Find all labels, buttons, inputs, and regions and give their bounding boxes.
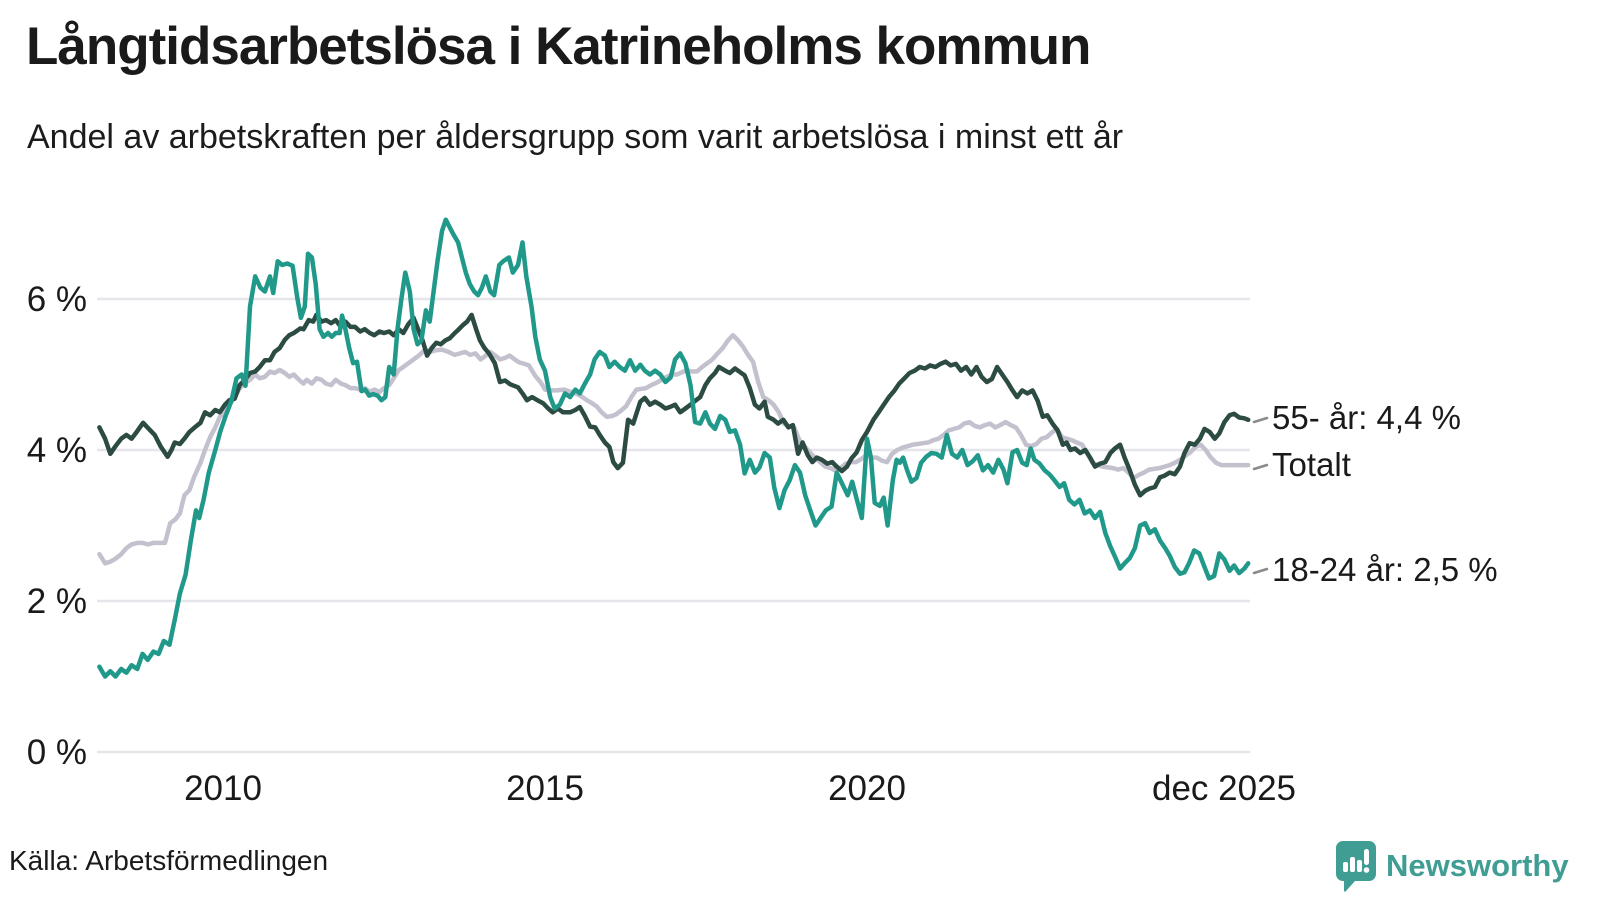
newsworthy-logo-text: Newsworthy <box>1386 848 1569 883</box>
series-end-label-totalt: Totalt <box>1272 446 1351 483</box>
newsworthy-logo: Newsworthy <box>1335 840 1569 892</box>
y-tick-label: 6 % <box>27 280 87 319</box>
x-tick-label: 2020 <box>828 769 906 808</box>
series-end-label-55: 55- år: 4,4 % <box>1272 399 1461 436</box>
source-text: Källa: Arbetsförmedlingen <box>9 845 329 876</box>
series-line-55-r <box>97 312 1251 498</box>
y-tick-label: 4 % <box>27 431 87 470</box>
x-tick-label: 2010 <box>184 769 262 808</box>
y-tick-label: 2 % <box>27 582 87 621</box>
page-title: Långtidsarbetslösa i Katrineholms kommun <box>26 17 1091 76</box>
label-connector <box>1252 567 1269 575</box>
chart-subtitle: Andel av arbetskraften per åldersgrupp s… <box>27 118 1124 156</box>
label-connector <box>1252 416 1269 424</box>
y-tick-label: 0 % <box>27 733 87 772</box>
newsworthy-logo-icon <box>1336 841 1376 892</box>
x-tick-label: 2015 <box>506 769 584 808</box>
series-line-18-24-r <box>97 217 1251 679</box>
label-connector <box>1252 463 1269 471</box>
series-end-label-18-24: 18-24 år: 2,5 % <box>1272 551 1498 588</box>
x-tick-label: dec 2025 <box>1152 769 1296 808</box>
